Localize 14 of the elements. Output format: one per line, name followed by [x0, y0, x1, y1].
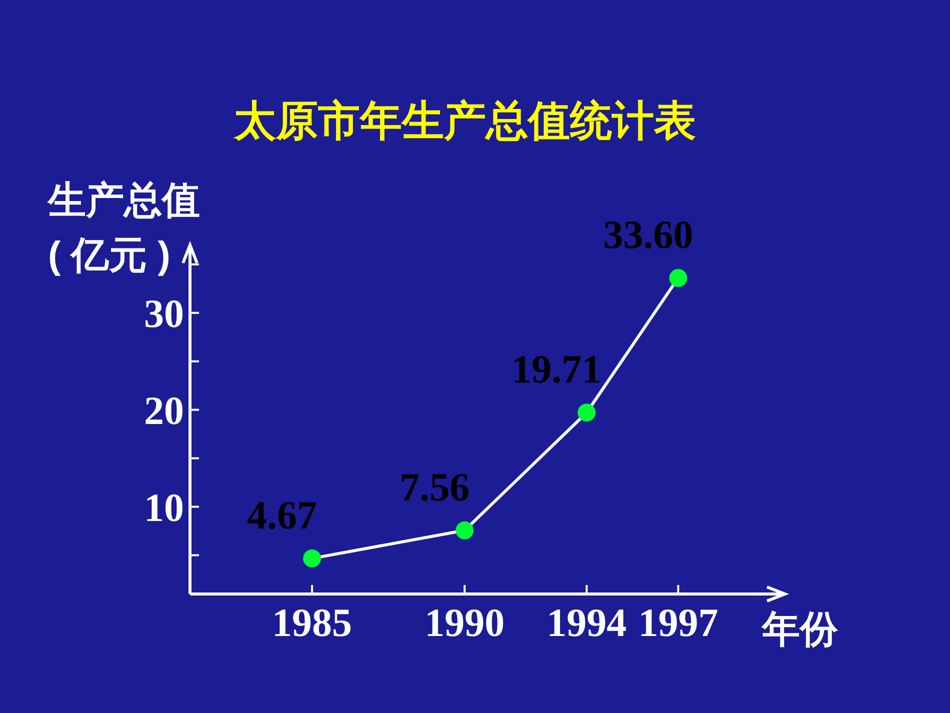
y-tick-label: 20 — [144, 388, 184, 433]
data-label: 33.60 — [603, 212, 694, 257]
x-tick-label: 1997 — [638, 600, 718, 645]
x-tick-label: 1994 — [546, 600, 627, 645]
y-tick-label: 30 — [144, 290, 184, 336]
x-tick-label: 1990 — [424, 600, 505, 645]
y-axis-title: 生产总值 ( 亿元 ) — [47, 180, 200, 277]
x-axis-title: 年份 — [761, 609, 839, 651]
chart-title: 太原市年生产总值统计表 — [232, 97, 696, 144]
data-label: 19.71 — [512, 346, 602, 392]
data-label: 4.67 — [247, 492, 318, 538]
data-label: 7.56 — [400, 464, 470, 510]
y-tick-label: 10 — [144, 484, 184, 530]
x-tick-label: 1985 — [272, 600, 352, 645]
